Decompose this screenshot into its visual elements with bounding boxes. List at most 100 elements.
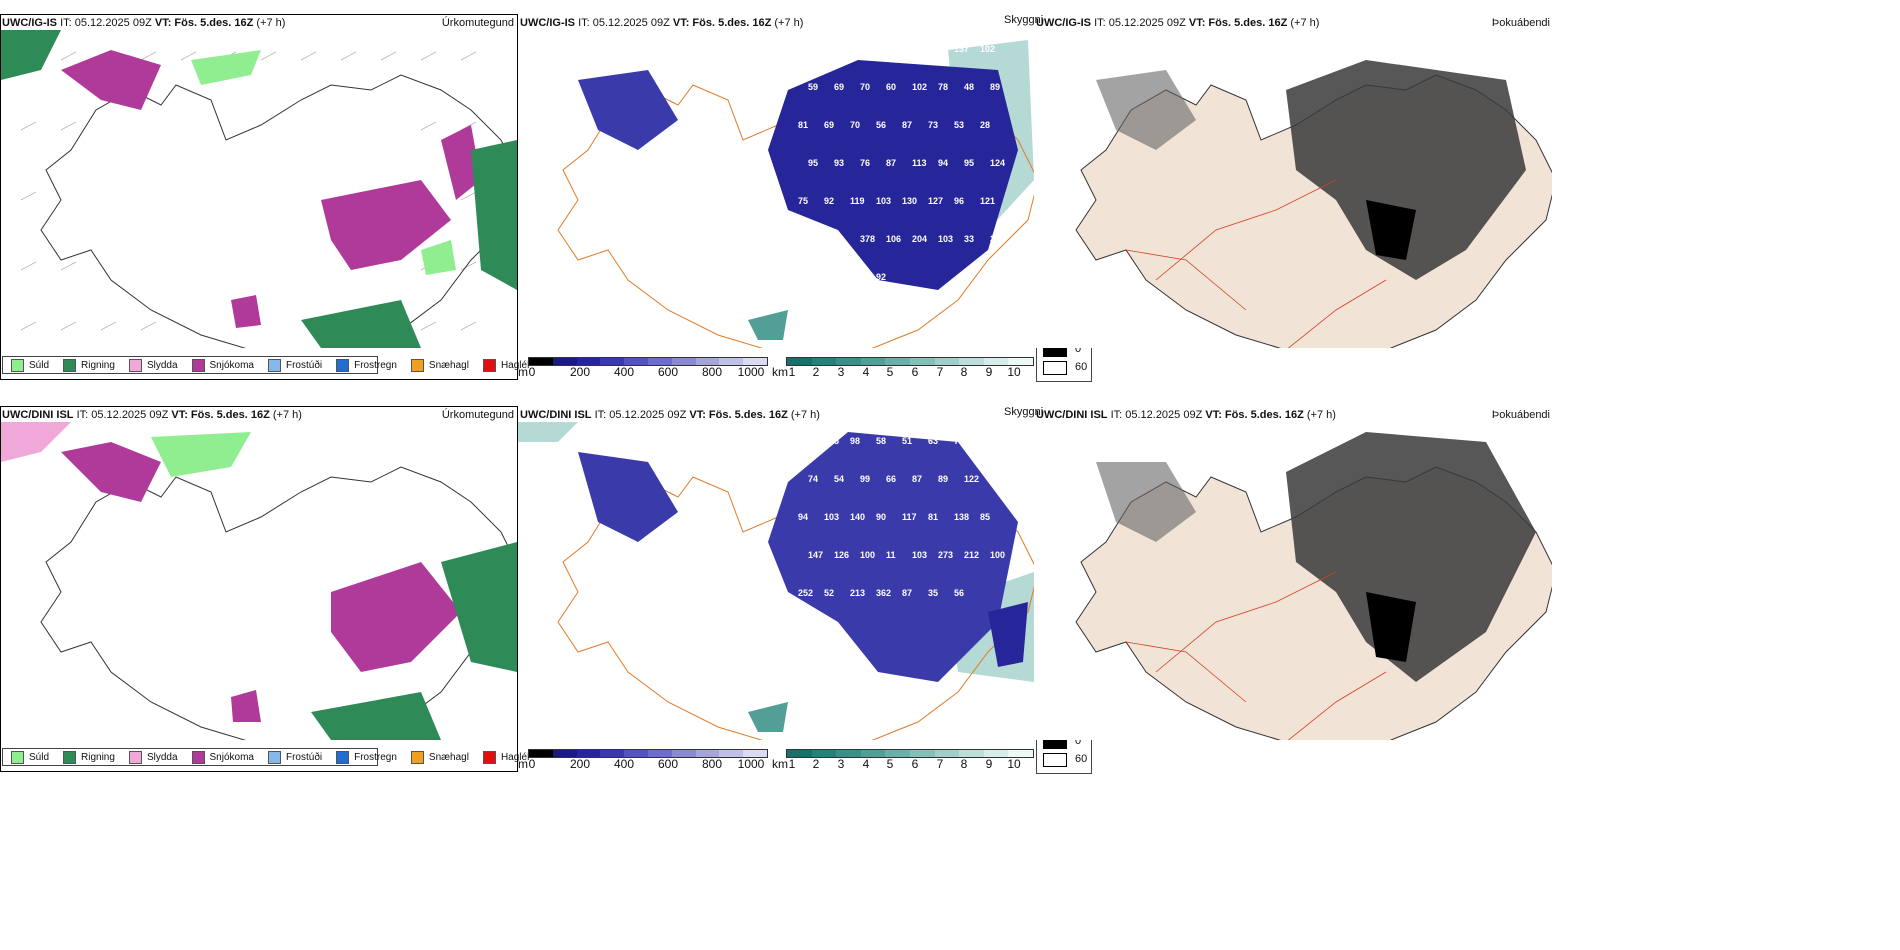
ceiling-value-label: 71 [850, 44, 860, 54]
ceiling-value-label: 92 [824, 196, 834, 206]
ceiling-value-label: 93 [834, 158, 844, 168]
ceiling-value-label: 56 [876, 120, 886, 130]
legend-item: Rigning [63, 750, 115, 764]
legend-item: Frostregn [336, 750, 397, 764]
ceiling-value-label: 69 [834, 82, 844, 92]
ceiling-value-label: 100 [990, 550, 1005, 560]
legend-swatch [191, 358, 205, 372]
ceiling-value-label: 119 [850, 196, 865, 206]
ceiling-value-label: 146 [798, 272, 813, 282]
legend-swatch [128, 750, 142, 764]
legend-swatch [11, 750, 24, 764]
ceiling-value-label: 273 [938, 550, 953, 560]
ceiling-value-label: 113 [912, 158, 927, 168]
ceiling-value-label: 66 [886, 474, 896, 484]
ceiling-value-label: 117 [902, 512, 917, 522]
ceiling-value-label: 48 [964, 82, 974, 92]
ceiling-value-label: 33 [964, 234, 974, 244]
ceiling-value-label: 140 [850, 512, 865, 522]
ceiling-value-label: 212 [964, 550, 979, 560]
ceiling-value-label: 60 [886, 82, 896, 92]
legend-item: Slydda [128, 358, 178, 372]
legend-swatch [11, 358, 24, 372]
ceiling-value-label: 122 [964, 474, 979, 484]
ceiling-value-label: 248 [808, 234, 823, 244]
ceiling-value-label: 138 [954, 512, 969, 522]
ceiling-value-label: 102 [912, 82, 927, 92]
ceiling-value-label: 94 [798, 512, 808, 522]
precip-map-1 [1, 30, 517, 348]
ceiling-value-label: 103 [912, 550, 927, 560]
ceiling-value-label: 87 [902, 588, 912, 598]
ceiling-value-label: 92 [876, 272, 886, 282]
ceiling-value-label: 102 [980, 44, 995, 54]
ceiling-value-label: 124 [990, 158, 1005, 168]
ceiling-value-label: 85 [980, 512, 990, 522]
ceiling-value-label: 147 [808, 550, 823, 560]
ceiling-value-label: 51 [902, 436, 912, 446]
legend-item: Frostúði [267, 358, 322, 372]
ceiling-value-label: 103 [876, 196, 891, 206]
ceiling-title-2: UWC/DINI ISL IT: 05.12.2025 09Z VT: Fös.… [520, 409, 820, 421]
ceiling-value-label: 86 [928, 44, 938, 54]
precip-product-label-2: Úrkomutegund [441, 409, 514, 421]
ceiling-value-label: 89 [990, 82, 1000, 92]
legend-swatch [63, 750, 77, 764]
ceiling-value-label: 81 [928, 512, 938, 522]
ceiling-value-label: 137 [954, 44, 969, 54]
fog-map-1 [1036, 30, 1552, 348]
legend-swatch [482, 750, 496, 764]
ceiling-value-label: 75 [954, 436, 964, 446]
ceiling-product-label-2: Skyggni [1004, 406, 1044, 418]
ceiling-value-label: 106 [886, 234, 901, 244]
ceiling-value-label: 87 [902, 120, 912, 130]
ceiling-value-label: 74 [808, 474, 818, 484]
legend-item: Snæhagl [410, 358, 469, 372]
ceiling-value-label: 378 [860, 234, 875, 244]
precip-legend-1: Súld Rigning Slydda Snjókoma Frostúði Fr… [2, 356, 529, 374]
visibility-colorbar-1: km 1 2 3 4 5 6 7 8 9 10 [772, 357, 1034, 383]
fog-product-label-1: Þokuábendi [1491, 17, 1550, 29]
legend-swatch [336, 358, 350, 372]
ceiling-map-2: 155 125 98 58 51 63 75 83 74 54 99 66 87 89 122 101 94 10… [518, 422, 1034, 740]
ceiling-value-label: 213 [850, 588, 865, 598]
legend-swatch [336, 750, 350, 764]
ceiling-value-label: 100 [860, 550, 875, 560]
ceiling-value-label: 75 [798, 196, 808, 206]
ceiling-colorbar-1: m 0 200 400 600 800 1000 [518, 357, 768, 383]
ceiling-value-label: 28 [980, 120, 990, 130]
ceiling-value-label: 126 [834, 550, 849, 560]
ceiling-value-label: 103 [938, 234, 953, 244]
ceiling-value-label: 39 [990, 234, 1000, 244]
fog-map-2 [1036, 422, 1552, 740]
fog-product-label-2: Þokuábendi [1491, 409, 1550, 421]
ceiling-value-label: 78 [938, 82, 948, 92]
visibility-colorbar-2: km 1 2 3 4 5 6 7 8 9 10 [772, 749, 1034, 775]
legend-item: Súld [11, 750, 49, 764]
legend-item: Haglél [482, 750, 529, 764]
ceiling-value-label: 95 [964, 158, 974, 168]
ceiling-value-label: 70 [860, 82, 870, 92]
ceiling-value-label: 87 [912, 474, 922, 484]
legend-swatch [267, 750, 281, 764]
legend-swatch [63, 358, 77, 372]
ceiling-value-label: 701 [798, 44, 813, 54]
ceiling-value-label: 83 [980, 436, 990, 446]
legend-item: Haglél [482, 358, 529, 372]
ceiling-map-1: 701 158 71 71 63 86 137 102 59 69 70 60 102 78 48 89 81 6… [518, 30, 1034, 348]
ceiling-value-label: 35 [928, 588, 938, 598]
legend-item: Snæhagl [410, 750, 469, 764]
ceiling-value-label: 71 [876, 44, 886, 54]
fog-title-2: UWC/DINI ISL IT: 05.12.2025 09Z VT: Fös.… [1036, 409, 1336, 421]
ceiling-value-label: 127 [928, 196, 943, 206]
ceiling-colorbar-2: m 0 200 400 600 800 1000 [518, 749, 768, 775]
precip-title-1: UWC/IG-IS IT: 05.12.2025 09Z VT: Fös. 5.… [2, 17, 286, 29]
ceiling-value-label: 101 [990, 474, 1005, 484]
ceiling-value-label: 69 [824, 120, 834, 130]
legend-item: Frostregn [336, 358, 397, 372]
ceiling-value-label: 130 [902, 196, 917, 206]
ceiling-value-label: 90 [876, 512, 886, 522]
legend-swatch [410, 358, 424, 372]
ceiling-value-label: 70 [834, 234, 844, 244]
ceiling-value-label: 87 [886, 158, 896, 168]
